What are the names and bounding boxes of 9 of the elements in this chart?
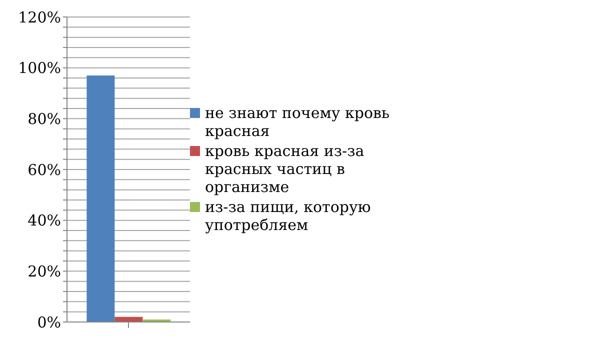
y-tick-label: 40% bbox=[28, 212, 61, 230]
y-tick-label: 100% bbox=[18, 59, 61, 78]
y-tick-label: 60% bbox=[28, 160, 61, 179]
legend-label: из-за пищи, которую употребляем bbox=[205, 198, 372, 234]
y-tick-label: 20% bbox=[28, 262, 61, 280]
y-tick-label: 0% bbox=[37, 313, 61, 332]
y-tick-label: 120% bbox=[18, 8, 61, 26]
bar bbox=[86, 75, 115, 322]
y-tick-label: 80% bbox=[28, 110, 61, 128]
